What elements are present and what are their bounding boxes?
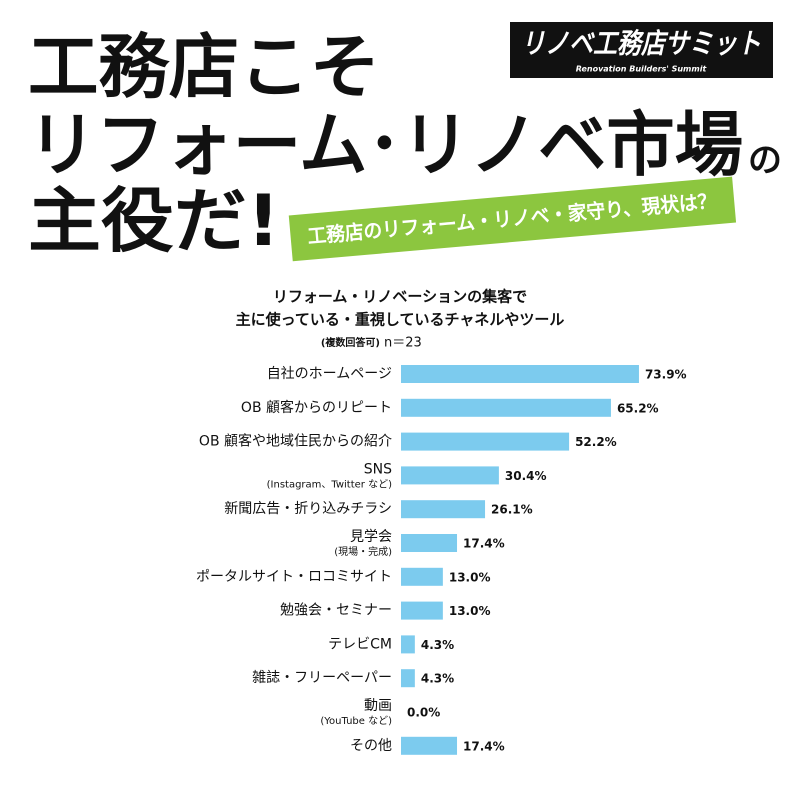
category-label: SNS [364, 461, 392, 477]
category-label: テレビCM [328, 636, 392, 652]
sample-size: n＝23 [384, 336, 422, 351]
category-label: 自社のホームページ [267, 366, 392, 382]
category-note: (YouTube など) [320, 715, 392, 727]
chart-title: リフォーム・リノベーションの集客で [273, 288, 527, 306]
headline-suffix: の [748, 141, 782, 181]
bar [401, 567, 443, 586]
banner: 工務店のリフォーム・リノベ・家守り、現状は？ [288, 176, 737, 262]
bar [401, 669, 415, 688]
headline-line: 工務店こそ [28, 26, 380, 108]
bar [401, 534, 458, 552]
bar [401, 398, 611, 417]
value-label: 17.4% [463, 537, 505, 551]
value-label: 26.1% [491, 503, 533, 517]
category-label: 勉強会・セミナー [280, 603, 392, 619]
category-label: 動画 [364, 698, 392, 714]
value-label: 73.9% [645, 368, 687, 382]
banner-bg [288, 176, 737, 262]
value-label: 13.0% [449, 570, 491, 584]
value-label: 17.4% [463, 739, 505, 753]
bar [401, 601, 443, 620]
category-note: (現場・完成) [334, 545, 392, 558]
value-label: 0.0% [407, 706, 440, 720]
chart-subtitle: (複数回答可) [321, 336, 380, 349]
bar [401, 466, 499, 485]
category-label: ポータルサイト・ロコミサイト [196, 569, 392, 585]
bar [401, 635, 415, 654]
value-label: 4.3% [421, 672, 454, 686]
category-label: その他 [350, 738, 392, 754]
category-label: OB 顧客からのリピート [241, 399, 392, 416]
headline-line: 主役だ! [28, 180, 280, 262]
logo-bg [510, 22, 773, 78]
headline-line: リフォーム･リノベ市場 [28, 104, 743, 186]
category-label: 雑誌・フリーペーパー [252, 670, 392, 686]
logo-tagline: Renovation Builders' Summit [576, 65, 708, 74]
category-label: 見学会 [350, 529, 392, 545]
chart-title: 主に使っている・重視しているチャネルやツール [236, 311, 565, 329]
bar [401, 736, 458, 755]
value-label: 65.2% [617, 401, 659, 415]
value-label: 30.4% [505, 469, 547, 483]
value-label: 13.0% [449, 604, 491, 618]
value-label: 4.3% [421, 638, 454, 652]
category-label: OB 顧客や地域住民からの紹介 [199, 433, 392, 450]
logo-name: リノベ工務店サミット [521, 27, 761, 60]
bar [401, 365, 639, 383]
category-label: 新聞広告・折り込みチラシ [224, 501, 392, 517]
bar [401, 432, 570, 451]
value-label: 52.2% [575, 435, 617, 449]
category-note: (Instagram、Twitter など) [267, 478, 392, 490]
bar [401, 500, 486, 519]
